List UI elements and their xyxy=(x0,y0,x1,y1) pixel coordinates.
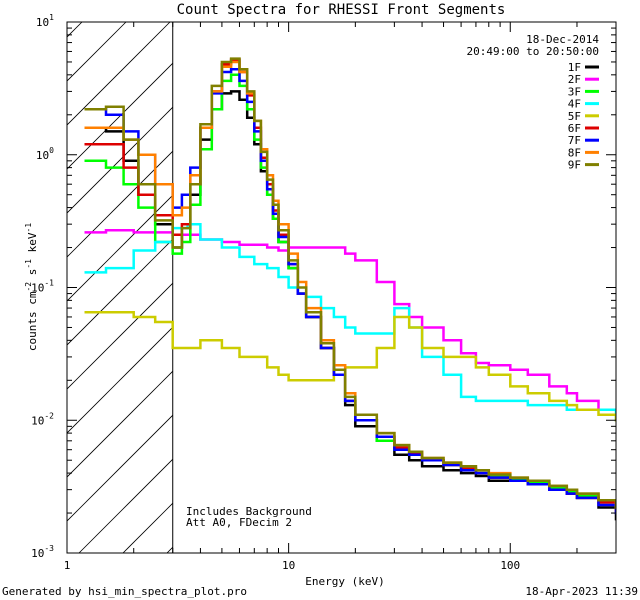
footer-timestamp: 18-Apr-2023 11:39 xyxy=(525,585,638,598)
hatch-pattern xyxy=(67,22,173,553)
series-line-5f xyxy=(84,311,616,422)
hatch-line xyxy=(67,370,173,478)
annotation-attenuator: Att A0, FDecim 2 xyxy=(186,516,292,529)
legend-label-2f: 2F xyxy=(568,73,581,86)
hatch-line xyxy=(67,238,173,346)
y-tick-label: 100 xyxy=(36,146,54,162)
y-tick-label: 10-2 xyxy=(31,411,54,427)
hatch-line xyxy=(67,22,171,126)
legend-label-6f: 6F xyxy=(568,122,581,135)
x-axis-label: Energy (keV) xyxy=(305,575,384,588)
hatch-line xyxy=(67,282,173,390)
date-label: 18-Dec-2014 xyxy=(526,33,599,46)
hatch-line xyxy=(67,414,173,522)
legend-label-9f: 9F xyxy=(568,159,581,172)
chart-title: Count Spectra for RHESSI Front Segments xyxy=(177,2,506,18)
y-axis-label: counts cm-2 s-1 keV-1 xyxy=(24,223,39,351)
hatch-line xyxy=(67,62,173,170)
y-tick-label: 10-1 xyxy=(31,279,54,295)
x-tick-label: 100 xyxy=(500,559,520,572)
y-tick-label: 10-3 xyxy=(31,544,54,560)
series-lines xyxy=(84,57,616,521)
hatched-region xyxy=(67,22,174,553)
legend-label-1f: 1F xyxy=(568,61,581,74)
legend-label-4f: 4F xyxy=(568,98,581,111)
x-tick-label: 1 xyxy=(64,559,71,572)
annotation-background: Includes Background xyxy=(186,505,312,518)
time-range-label: 20:49:00 to 20:50:00 xyxy=(467,45,599,58)
axis-ticks: 1 10 100 101 100 10-1 10-2 10-3 xyxy=(31,13,617,572)
legend-label-8f: 8F xyxy=(568,146,581,159)
legend-label-7f: 7F xyxy=(568,134,581,147)
y-tick-label: 101 xyxy=(36,13,54,29)
x-tick-label: 10 xyxy=(282,559,295,572)
hatch-line xyxy=(67,194,173,302)
footer-generated-by: Generated by hsi_min_spectra_plot.pro xyxy=(2,585,247,598)
legend-label-3f: 3F xyxy=(568,85,581,98)
series-line-9f xyxy=(84,57,616,509)
legend-label-5f: 5F xyxy=(568,110,581,123)
hatch-line xyxy=(67,106,173,214)
hatch-line xyxy=(78,458,173,553)
